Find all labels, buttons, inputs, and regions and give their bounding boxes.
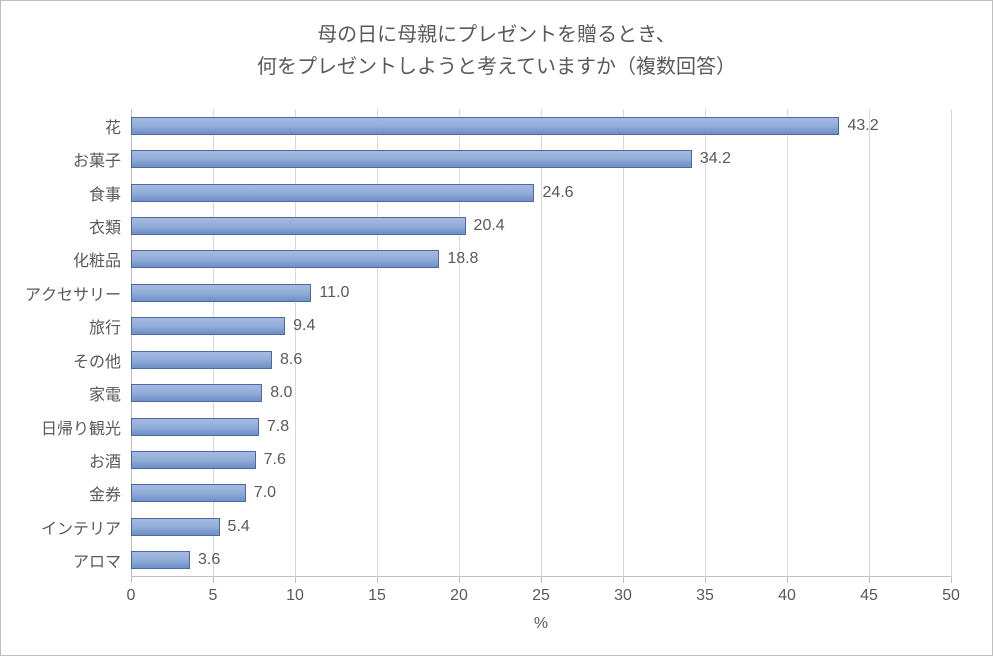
value-label: 8.6 — [272, 351, 302, 369]
value-label: 20.4 — [466, 217, 505, 235]
category-label: お酒 — [89, 448, 131, 472]
category-label: 食事 — [89, 181, 131, 205]
gridline — [213, 109, 214, 577]
bar — [131, 284, 311, 302]
x-tick-label: 35 — [696, 587, 714, 605]
value-label: 8.0 — [262, 384, 292, 402]
bar — [131, 250, 439, 268]
category-label: 花 — [105, 114, 131, 138]
value-label: 24.6 — [534, 184, 573, 202]
value-label: 3.6 — [190, 551, 220, 569]
x-tick — [951, 577, 952, 583]
bar — [131, 418, 259, 436]
value-label: 5.4 — [220, 518, 250, 536]
x-tick — [459, 577, 460, 583]
x-tick-label: 40 — [778, 587, 796, 605]
x-tick-label: 45 — [860, 587, 878, 605]
gridline — [705, 109, 706, 577]
x-tick-label: 50 — [942, 587, 960, 605]
gridline — [377, 109, 378, 577]
gridline — [869, 109, 870, 577]
x-tick-label: 10 — [286, 587, 304, 605]
x-tick — [869, 577, 870, 583]
value-label: 43.2 — [839, 117, 878, 135]
x-tick — [623, 577, 624, 583]
category-label: インテリア — [41, 515, 131, 539]
x-tick-label: 15 — [368, 587, 386, 605]
x-tick — [705, 577, 706, 583]
bar — [131, 150, 692, 168]
value-label: 18.8 — [439, 250, 478, 268]
x-tick — [131, 577, 132, 583]
gridline — [623, 109, 624, 577]
plot-area: 05101520253035404550花43.2お菓子34.2食事24.6衣類… — [131, 109, 951, 577]
gridline — [295, 109, 296, 577]
value-label: 7.6 — [256, 451, 286, 469]
category-label: 金券 — [89, 481, 131, 505]
bar — [131, 518, 220, 536]
bar — [131, 384, 262, 402]
category-label: その他 — [73, 348, 131, 372]
category-label: アクセサリー — [25, 281, 131, 305]
bar — [131, 551, 190, 569]
bar — [131, 217, 466, 235]
bar — [131, 451, 256, 469]
y-axis-line — [131, 109, 132, 577]
value-label: 9.4 — [285, 317, 315, 335]
value-label: 7.8 — [259, 418, 289, 436]
category-label: 衣類 — [89, 214, 131, 238]
bar — [131, 184, 534, 202]
bar — [131, 484, 246, 502]
x-tick — [213, 577, 214, 583]
x-tick — [541, 577, 542, 583]
bar — [131, 317, 285, 335]
x-tick-label: 0 — [127, 587, 136, 605]
chart-container: 母の日に母親にプレゼントを贈るとき、 何をプレゼントしようと考えていますか（複数… — [0, 0, 993, 656]
x-tick-label: 5 — [209, 587, 218, 605]
gridline — [951, 109, 952, 577]
category-label: 旅行 — [89, 314, 131, 338]
x-tick — [787, 577, 788, 583]
x-tick — [295, 577, 296, 583]
plot-inner: 05101520253035404550花43.2お菓子34.2食事24.6衣類… — [131, 109, 951, 577]
bar — [131, 117, 839, 135]
gridline — [541, 109, 542, 577]
category-label: アロマ — [73, 548, 131, 572]
category-label: お菓子 — [73, 147, 131, 171]
category-label: 家電 — [89, 381, 131, 405]
gridline — [787, 109, 788, 577]
category-label: 化粧品 — [73, 247, 131, 271]
value-label: 11.0 — [311, 284, 349, 302]
gridline — [459, 109, 460, 577]
chart-title: 母の日に母親にプレゼントを贈るとき、 何をプレゼントしようと考えていますか（複数… — [1, 1, 992, 91]
x-tick-label: 25 — [532, 587, 550, 605]
chart-title-line2: 何をプレゼントしようと考えていますか（複数回答） — [1, 51, 992, 83]
category-label: 日帰り観光 — [41, 415, 131, 439]
value-label: 34.2 — [692, 150, 731, 168]
bar — [131, 351, 272, 369]
x-tick-label: 30 — [614, 587, 632, 605]
x-axis-title: % — [534, 615, 548, 633]
x-tick-label: 20 — [450, 587, 468, 605]
chart-title-line1: 母の日に母親にプレゼントを贈るとき、 — [1, 19, 992, 51]
x-tick — [377, 577, 378, 583]
value-label: 7.0 — [246, 484, 276, 502]
